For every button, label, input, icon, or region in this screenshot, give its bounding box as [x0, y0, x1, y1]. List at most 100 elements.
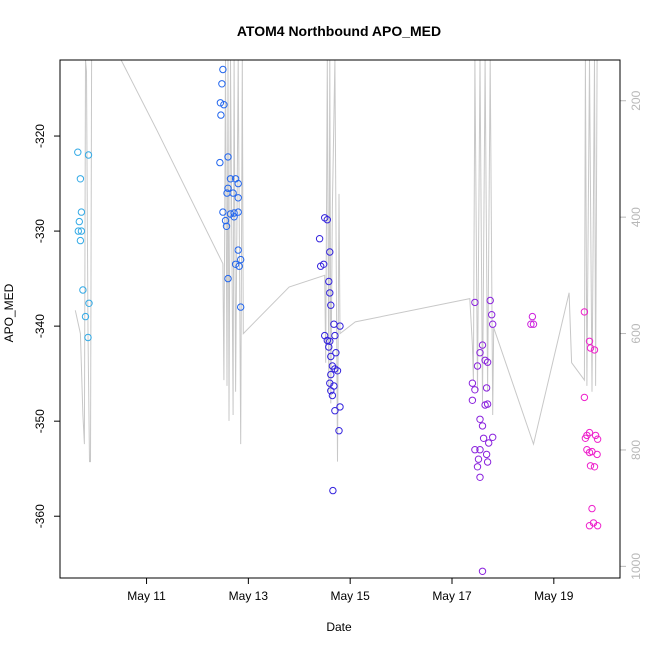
data-point: [81, 312, 90, 321]
data-point: [588, 504, 596, 513]
data-point: [79, 286, 87, 294]
data-point: [593, 522, 602, 530]
data-point: [76, 236, 85, 245]
data-point: [216, 158, 224, 167]
data-point: [234, 246, 242, 254]
x-axis: May 11 May 13 May 15 May 17 May 19: [127, 578, 574, 603]
data-point: [76, 175, 85, 183]
data-point: [85, 299, 93, 307]
data-point: [593, 450, 601, 459]
data-point: [230, 213, 238, 221]
y-tick-label: -330: [33, 219, 47, 243]
plot-frame: [59, 59, 621, 579]
data-point: [327, 370, 335, 379]
data-point: [219, 65, 227, 74]
secondary-series-line: [74, 59, 598, 463]
y2-tick-label: 1000: [629, 553, 643, 580]
y2-tick-label: 400: [629, 207, 643, 227]
data-point: [473, 362, 482, 370]
data-point: [223, 189, 231, 197]
x-axis-title: Date: [326, 620, 352, 634]
data-point: [486, 296, 494, 305]
data-point: [489, 320, 497, 328]
data-point: [315, 235, 324, 243]
secondary-line-layer: [74, 59, 598, 463]
x-tick-label: May 19: [534, 589, 574, 603]
data-point: [237, 303, 245, 311]
data-point: [326, 248, 334, 256]
data-point: [485, 439, 493, 447]
data-point: [488, 311, 496, 319]
data-point: [483, 458, 492, 466]
data-point: [317, 262, 325, 270]
data-points: [74, 65, 602, 575]
y-tick-label: -320: [33, 124, 47, 148]
data-point: [224, 184, 232, 193]
data-point: [330, 382, 338, 390]
data-point: [229, 189, 237, 197]
y2-tick-label: 200: [629, 90, 643, 110]
data-point: [77, 208, 86, 216]
x-tick-label: May 17: [432, 589, 472, 603]
data-point: [323, 216, 331, 224]
data-point: [325, 277, 333, 286]
data-point: [234, 194, 242, 202]
data-point: [77, 227, 86, 235]
data-point: [476, 473, 484, 481]
data-point: [471, 446, 479, 454]
data-point: [327, 301, 335, 309]
data-point: [471, 386, 479, 394]
data-point: [74, 148, 82, 156]
data-point: [468, 396, 477, 404]
data-point: [218, 80, 226, 88]
data-point: [335, 427, 343, 435]
y-tick-label: -360: [33, 504, 47, 528]
secondary-y-axis: 200 400 600 800 1000: [620, 90, 643, 580]
data-point: [476, 446, 484, 454]
data-point: [331, 331, 339, 340]
data-point: [329, 486, 337, 495]
x-tick-label: May 11: [127, 589, 166, 603]
data-point: [333, 367, 342, 375]
data-point: [593, 435, 602, 443]
data-point: [479, 434, 488, 442]
data-point: [591, 431, 600, 440]
y-axis-title: APO_MED: [2, 283, 16, 342]
data-point: [332, 349, 340, 357]
data-point: [217, 111, 225, 119]
x-tick-label: May 15: [331, 589, 371, 603]
data-point: [585, 428, 594, 437]
data-point: [234, 179, 242, 188]
data-point: [468, 379, 477, 387]
data-point: [476, 349, 484, 357]
data-point: [220, 101, 228, 109]
data-point: [75, 217, 84, 226]
data-point: [331, 407, 339, 415]
data-point: [326, 337, 334, 345]
data-point: [230, 209, 238, 217]
data-point: [580, 393, 589, 402]
data-point: [219, 208, 227, 216]
data-point: [478, 341, 487, 349]
data-point: [482, 450, 491, 459]
data-point: [231, 260, 240, 268]
y2-tick-label: 600: [629, 323, 643, 343]
data-point: [580, 308, 589, 316]
data-point: [476, 415, 484, 423]
y-axis: -320 -330 -340 -350 -360: [33, 124, 60, 528]
data-point: [224, 274, 232, 283]
data-point: [473, 463, 482, 471]
y-tick-label: -340: [33, 314, 47, 338]
data-point: [483, 358, 492, 366]
data-point: [84, 151, 93, 159]
data-point: [529, 320, 538, 328]
data-point: [336, 322, 344, 330]
data-point: [527, 320, 535, 328]
data-point: [325, 343, 333, 351]
data-point: [586, 344, 595, 352]
x-tick-label: May 13: [229, 589, 269, 603]
chart-title: ATOM4 Northbound APO_MED: [237, 23, 441, 39]
data-point: [216, 99, 225, 107]
data-point: [483, 400, 492, 408]
